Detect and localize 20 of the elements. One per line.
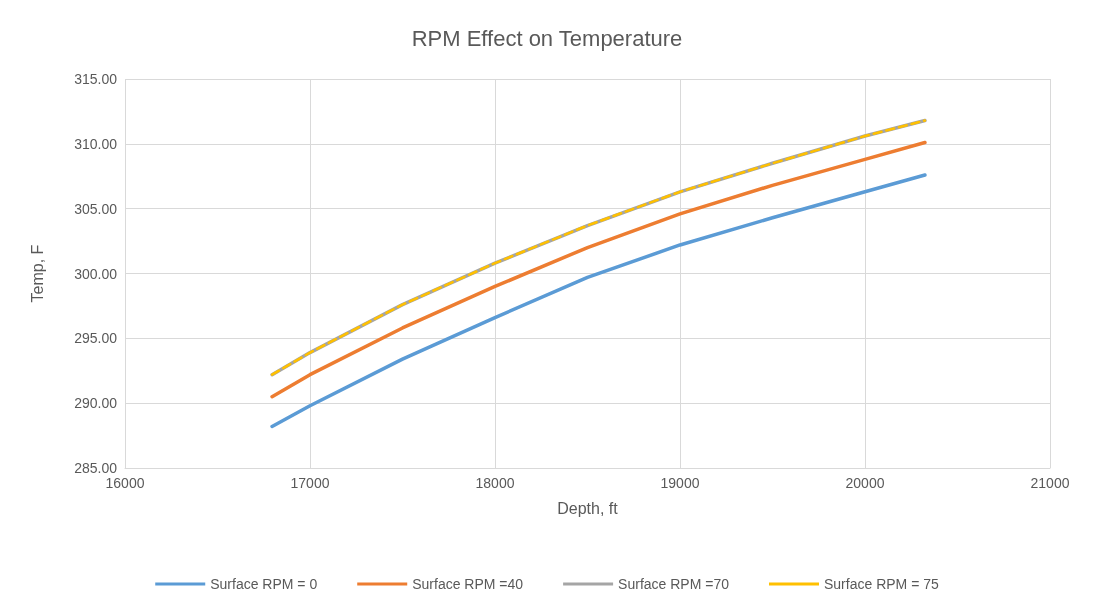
- legend-label: Surface RPM = 0: [210, 576, 318, 592]
- x-tick-label: 18000: [475, 475, 515, 491]
- chart-title: RPM Effect on Temperature: [411, 25, 683, 51]
- x-tick-label: 21000: [1030, 475, 1070, 491]
- x-tick-label: 20000: [845, 475, 885, 491]
- y-tick-label: 305.00: [74, 200, 118, 217]
- x-tick-label: 19000: [660, 475, 700, 491]
- x-axis-title: Depth, ft: [557, 499, 619, 517]
- legend-label: Surface RPM = 75: [823, 576, 939, 592]
- y-tick-label: 300.00: [74, 265, 118, 282]
- y-tick-label: 310.00: [74, 135, 118, 152]
- y-tick-label: 295.00: [74, 330, 118, 347]
- legend-label: Surface RPM =70: [618, 576, 730, 592]
- x-tick-label: 17000: [290, 475, 330, 491]
- y-tick-label: 315.00: [74, 71, 118, 87]
- legend-label: Surface RPM =40: [412, 576, 524, 592]
- y-tick-label: 285.00: [74, 460, 118, 476]
- y-axis-title: Temp, F: [28, 244, 46, 303]
- x-tick-label: 16000: [105, 475, 145, 491]
- y-tick-label: 290.00: [74, 395, 118, 412]
